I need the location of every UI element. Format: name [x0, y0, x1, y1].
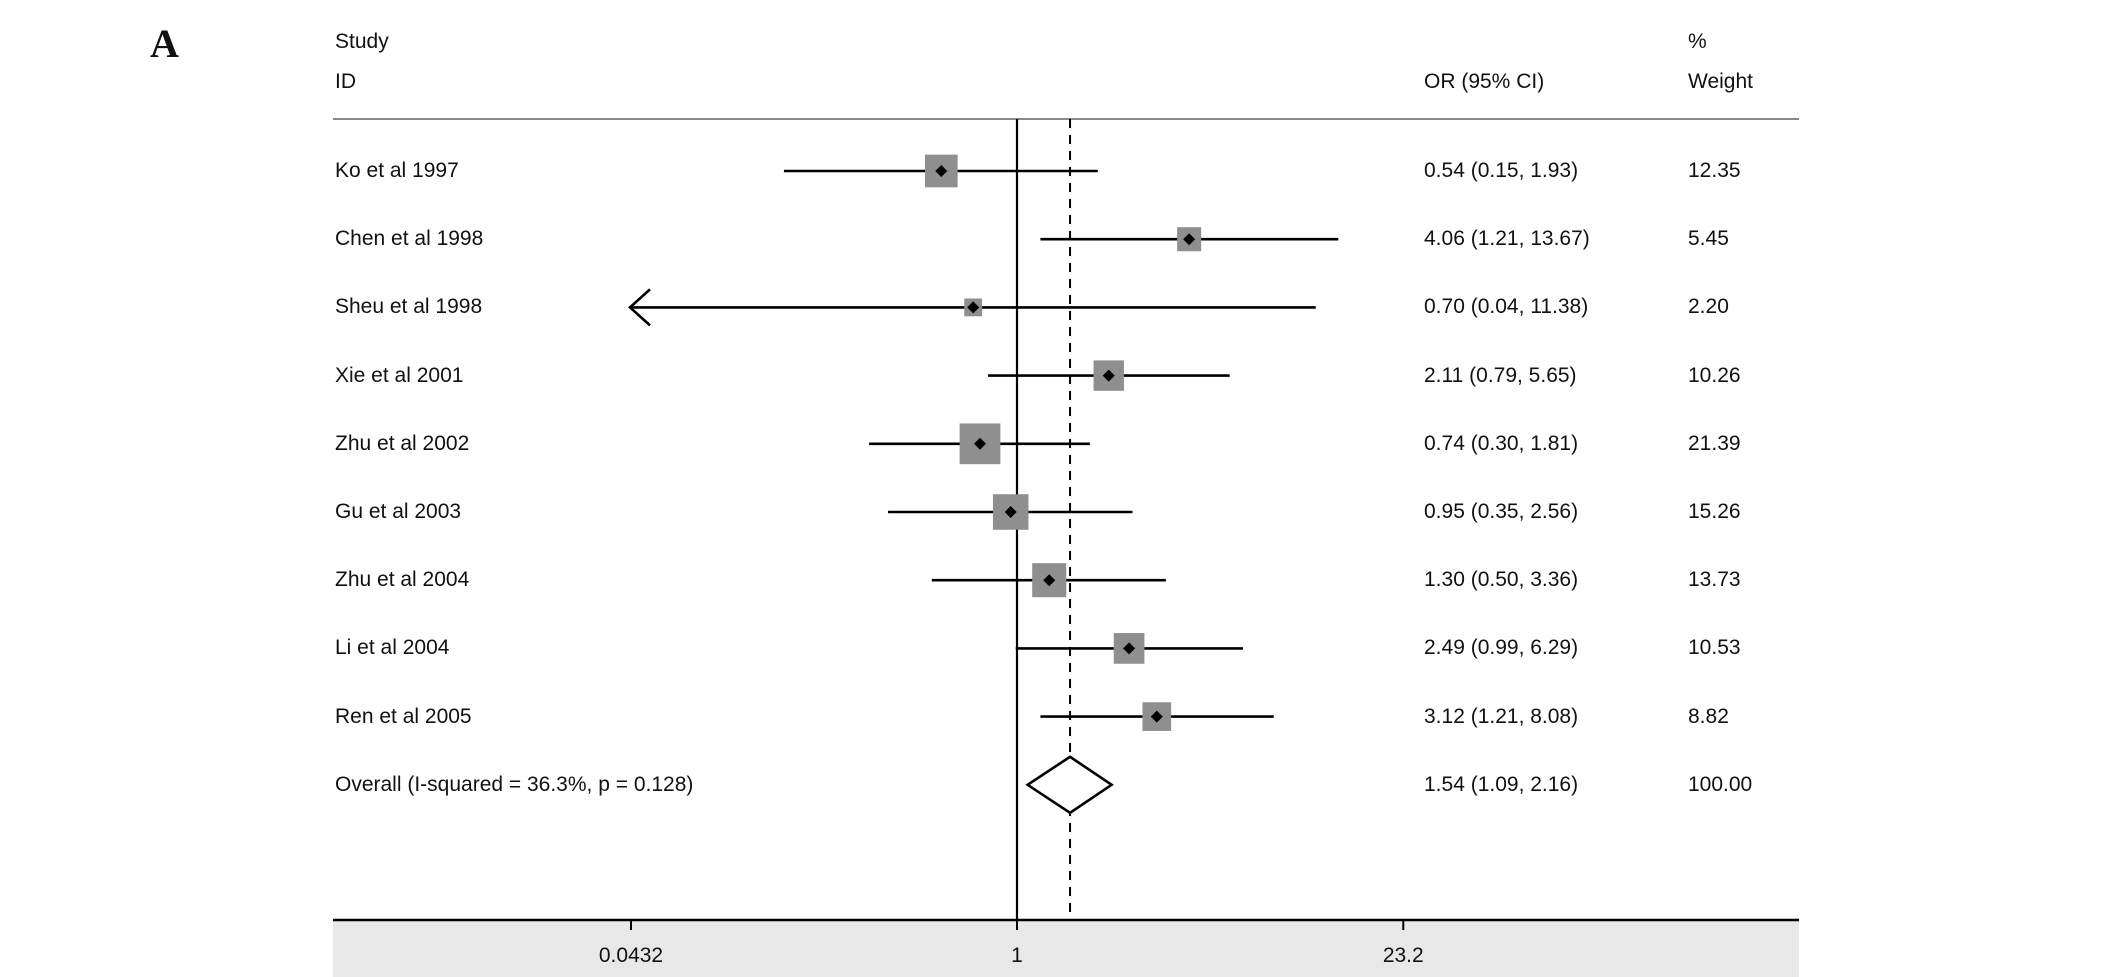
- point-estimate: [974, 437, 987, 450]
- weight-value: 8.82: [1688, 704, 1729, 728]
- weight-header: Weight: [1688, 70, 1753, 93]
- panel-label: A: [150, 21, 179, 66]
- x-tick-label: 23.2: [1382, 944, 1424, 967]
- weight-value: 10.26: [1688, 363, 1741, 387]
- weight-value: 21.39: [1688, 431, 1741, 455]
- point-estimate: [1043, 574, 1056, 587]
- study-label: Ko et al 1997: [335, 159, 459, 182]
- point-estimate: [1183, 233, 1196, 246]
- weight-value: 15.26: [1688, 500, 1741, 523]
- study-label: Zhu et al 2002: [335, 431, 470, 455]
- or-ci-value: 0.95 (0.35, 2.56): [1424, 500, 1579, 523]
- point-estimate: [1004, 506, 1017, 518]
- study-label: Gu et al 2003: [335, 500, 462, 523]
- weight-value: 12.35: [1688, 159, 1741, 182]
- study-label: Chen et al 1998: [335, 227, 484, 251]
- or-ci-value: 0.70 (0.04, 11.38): [1424, 295, 1589, 319]
- point-estimate: [967, 301, 980, 314]
- overall-label: Overall (I-squared = 36.3%, p = 0.128): [335, 772, 694, 796]
- point-estimate: [1150, 710, 1163, 723]
- or-ci-value: 0.54 (0.15, 1.93): [1424, 159, 1579, 182]
- study-header: Study: [335, 30, 389, 53]
- or-header: OR (95% CI): [1424, 70, 1545, 93]
- weight-value: 5.45: [1688, 227, 1729, 251]
- percent-header: %: [1688, 30, 1707, 53]
- study-label: Ren et al 2005: [335, 704, 472, 728]
- study-label: Zhu et al 2004: [335, 568, 470, 592]
- point-estimate: [1102, 369, 1115, 382]
- study-label: Xie et al 2001: [335, 363, 464, 387]
- point-estimate: [935, 165, 948, 177]
- study-label: Sheu et al 1998: [335, 295, 483, 319]
- weight-value: 2.20: [1688, 295, 1729, 319]
- or-ci-value: 2.11 (0.79, 5.65): [1424, 363, 1577, 387]
- or-ci-value: 3.12 (1.21, 8.08): [1424, 704, 1579, 728]
- ci-arrow: [628, 288, 651, 327]
- weight-value: 13.73: [1688, 568, 1741, 592]
- id-header: ID: [335, 70, 356, 93]
- weight-value: 10.53: [1688, 636, 1741, 660]
- overall-weight: 100.00: [1688, 772, 1753, 796]
- x-tick-label: 0.0432: [598, 944, 664, 967]
- x-tick-label: 1: [1011, 944, 1023, 967]
- axis-band: [333, 920, 1799, 977]
- study-label: Li et al 2004: [335, 636, 450, 660]
- overall-or-ci: 1.54 (1.09, 2.16): [1424, 772, 1579, 796]
- or-ci-value: 0.74 (0.30, 1.81): [1424, 431, 1579, 455]
- or-ci-value: 2.49 (0.99, 6.29): [1424, 636, 1579, 660]
- or-ci-value: 4.06 (1.21, 13.67): [1424, 227, 1590, 251]
- overall-diamond: [1025, 755, 1114, 815]
- or-ci-value: 1.30 (0.50, 3.36): [1424, 568, 1579, 592]
- point-estimate: [1123, 642, 1136, 655]
